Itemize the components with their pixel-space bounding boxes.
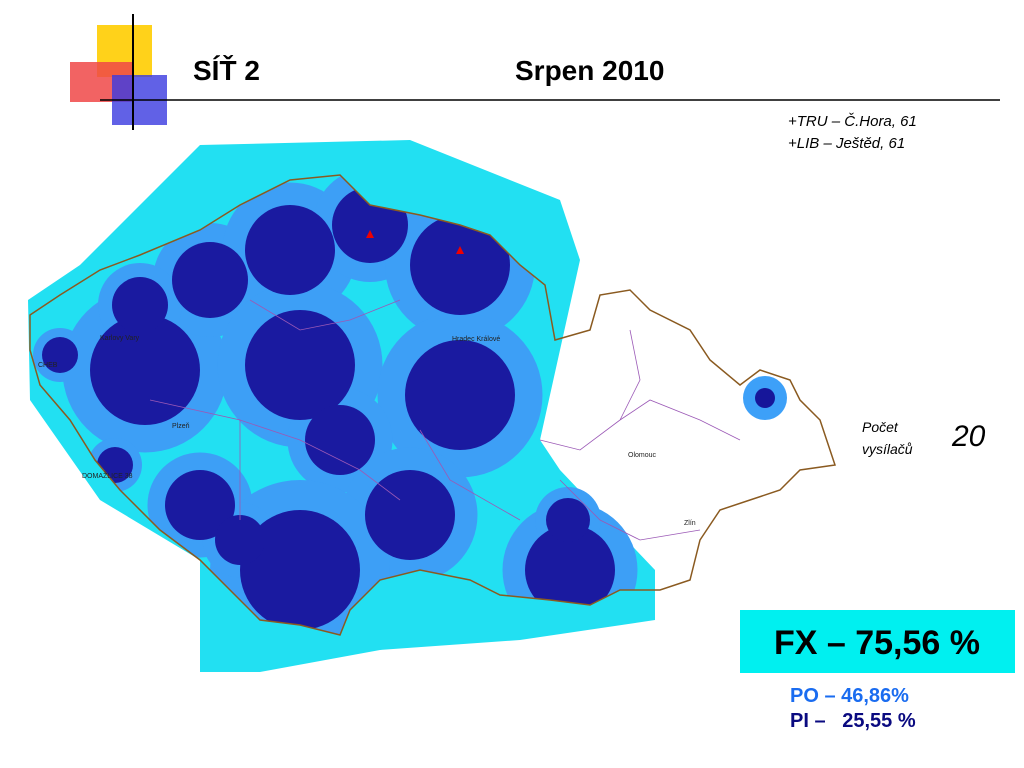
po-value: PO – 46,86% xyxy=(790,685,909,707)
coverage-blob xyxy=(112,277,168,333)
map-label: Hradec Králové xyxy=(452,336,500,343)
coverage-blob xyxy=(245,205,335,295)
coverage-blob xyxy=(172,242,248,318)
map: CHEB Karlovy Vary Plzeň Hradec Králové O… xyxy=(28,140,836,672)
note: +LIB – Ještěd, 61 xyxy=(788,135,905,152)
coverage-blob xyxy=(525,525,615,615)
coverage-blob xyxy=(165,470,235,540)
map-label: Olomouc xyxy=(628,452,657,459)
transmitters-label: vysílačů xyxy=(862,441,913,457)
coverage-blob xyxy=(42,337,78,373)
transmitters-count: 20 xyxy=(951,420,986,453)
fx-box xyxy=(740,610,1015,673)
map-label: Plzeň xyxy=(172,423,190,430)
transmitters-label: Počet xyxy=(862,419,899,435)
map-label: Karlovy Vary xyxy=(100,335,140,342)
coverage-blob xyxy=(215,515,265,565)
coverage-blob xyxy=(755,388,775,408)
map-label: DOMAŽLICE 38 xyxy=(82,471,133,480)
map-label: Zlín xyxy=(684,520,696,527)
coverage-blob xyxy=(90,315,200,425)
date: Srpen 2010 xyxy=(515,55,664,86)
coverage-blob xyxy=(365,470,455,560)
pi-value: PI – 25,55 % xyxy=(790,710,916,732)
title: SÍŤ 2 xyxy=(193,55,260,86)
coverage-blob xyxy=(240,510,360,630)
coverage-blob xyxy=(245,310,355,420)
fx-value: FX – 75,56 % xyxy=(774,624,980,662)
note: +TRU – Č.Hora, 61 xyxy=(788,113,917,130)
coverage-blob xyxy=(546,498,590,542)
region-borders xyxy=(149,299,741,541)
transmitter-marker xyxy=(456,246,464,254)
map-label: CHEB xyxy=(38,362,58,369)
coverage-blob xyxy=(305,405,375,475)
coverage-blob xyxy=(405,340,515,450)
coverage-blob xyxy=(410,215,510,315)
transmitter-marker xyxy=(366,230,374,238)
